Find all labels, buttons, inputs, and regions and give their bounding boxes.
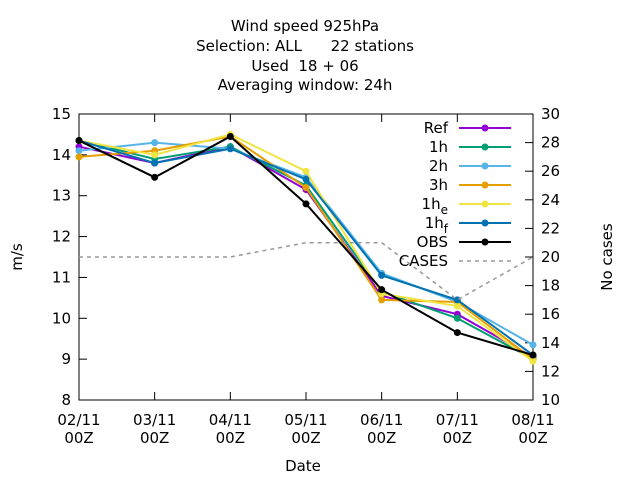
legend-label: CASES: [399, 252, 448, 270]
legend-label: 3h: [429, 176, 448, 194]
legend-label: OBS: [417, 233, 448, 251]
chart-title-line-2: Selection: ALL 22 stations: [196, 37, 414, 55]
data-point: [378, 271, 386, 279]
legend-item: OBS: [417, 233, 511, 251]
y-tick-label: 12: [52, 228, 71, 246]
x-tick-label-date: 07/11: [436, 411, 479, 429]
legend-item: 1hf: [425, 214, 511, 236]
y2-tick-label: 12: [541, 362, 560, 380]
y2-tick-label: 22: [541, 219, 560, 237]
data-point: [151, 151, 159, 159]
data-point: [302, 175, 310, 183]
y2-tick-label: 26: [541, 162, 560, 180]
y2-tick-label: 16: [541, 305, 560, 323]
data-point: [75, 153, 83, 161]
legend-marker: [481, 162, 489, 170]
y-axis-right: 10 12 14 16 18 20 22 24 26 28 30: [525, 105, 560, 409]
data-point: [302, 184, 310, 192]
legend-marker: [481, 238, 489, 246]
x-tick-label-time: 00Z: [216, 429, 245, 447]
data-point: [226, 145, 234, 153]
legend-item: Ref: [424, 119, 511, 137]
x-tick-label-time: 00Z: [367, 429, 396, 447]
legend-marker: [481, 143, 489, 151]
y2-tick-label: 20: [541, 248, 560, 266]
y-tick-label: 15: [52, 105, 71, 123]
legend-label: 2h: [429, 157, 448, 175]
y2-tick-label: 24: [541, 191, 560, 209]
legend-marker: [481, 181, 489, 189]
chart-title: Wind speed 925hPa Selection: ALL 22 stat…: [196, 17, 414, 94]
x-tick-label-date: 05/11: [284, 411, 327, 429]
series-line: [79, 241, 534, 301]
data-point: [302, 200, 310, 208]
series-6: [75, 132, 537, 359]
y2-axis-label: No cases: [598, 223, 616, 291]
data-point: [453, 314, 461, 322]
data-point: [302, 167, 310, 175]
x-tick-label-time: 00Z: [518, 429, 547, 447]
y2-tick-label: 28: [541, 134, 560, 152]
x-tick-label-date: 06/11: [360, 411, 403, 429]
chart-title-line-1: Wind speed 925hPa: [231, 17, 379, 35]
x-tick-label-time: 00Z: [291, 429, 320, 447]
legend-item: 1he: [422, 195, 511, 217]
y-tick-label: 14: [52, 146, 71, 164]
data-point: [453, 329, 461, 337]
data-point: [151, 159, 159, 167]
legend-label: 1h: [429, 138, 448, 156]
x-tick-label-time: 00Z: [140, 429, 169, 447]
data-point: [226, 132, 234, 140]
data-point: [378, 286, 386, 294]
series-group: [75, 130, 537, 365]
legend-label: Ref: [424, 119, 449, 137]
legend-item: 2h: [429, 157, 511, 175]
x-axis-label: Date: [285, 457, 321, 475]
legend-marker: [481, 219, 489, 227]
chart-title-line-4: Averaging window: 24h: [218, 76, 393, 94]
x-tick-label-date: 04/11: [209, 411, 252, 429]
data-point: [75, 137, 83, 145]
x-tick-label-time: 00Z: [443, 429, 472, 447]
y2-tick-label: 10: [541, 391, 560, 409]
series-3: [75, 132, 537, 363]
data-point: [378, 296, 386, 304]
y-tick-label: 8: [61, 391, 71, 409]
y-axis-left: 8 9 10 11 12 13 14 15: [52, 105, 87, 409]
y-axis-label: m/s: [8, 243, 26, 271]
y-tick-label: 9: [61, 350, 71, 368]
series-7: [79, 241, 534, 301]
data-point: [453, 302, 461, 310]
data-point: [529, 341, 537, 349]
data-point: [151, 139, 159, 147]
x-axis: 02/1100Z03/1100Z04/1100Z05/1100Z06/1100Z…: [57, 114, 555, 447]
legend-label: 1hf: [425, 214, 449, 236]
data-point: [529, 351, 537, 359]
y-tick-label: 11: [52, 268, 71, 286]
legend-item: 1h: [429, 138, 511, 156]
y-tick-label: 13: [52, 187, 71, 205]
legend-item: 3h: [429, 176, 511, 194]
chart-title-line-3: Used 18 + 06: [251, 57, 358, 75]
y2-tick-label: 14: [541, 334, 560, 352]
x-tick-label-date: 03/11: [133, 411, 176, 429]
legend-marker: [481, 200, 489, 208]
data-point: [151, 173, 159, 181]
y-tick-label: 10: [52, 309, 71, 327]
y2-tick-label: 18: [541, 277, 560, 295]
data-point: [75, 147, 83, 155]
legend-marker: [481, 124, 489, 132]
x-tick-label-date: 08/11: [511, 411, 554, 429]
x-tick-label-time: 00Z: [64, 429, 93, 447]
x-tick-label-date: 02/11: [57, 411, 100, 429]
y2-tick-label: 30: [541, 105, 560, 123]
data-point: [529, 357, 537, 365]
legend-item: CASES: [399, 252, 511, 270]
